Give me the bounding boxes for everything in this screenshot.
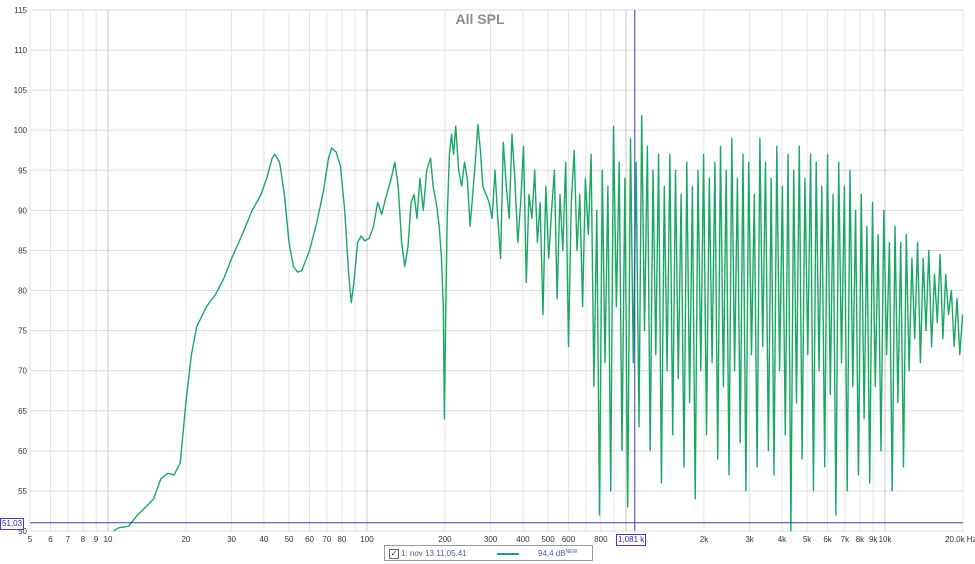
cursor-spl-readout: 51,03 bbox=[0, 518, 25, 530]
x-tick-label: 50 bbox=[285, 535, 294, 544]
y-tick-label: 115 bbox=[14, 6, 27, 15]
x-tick-label: 300 bbox=[484, 535, 498, 544]
legend-value-text: 94,4 dB bbox=[538, 549, 566, 558]
series-line bbox=[113, 115, 964, 532]
cursor-frequency-readout: 1,081 k bbox=[616, 534, 647, 546]
legend: ✓ 1: nov 13 11.05.41 94,4 dBNEW bbox=[384, 545, 593, 561]
x-tick-label: 6k bbox=[823, 535, 832, 544]
y-tick-label: 75 bbox=[18, 327, 27, 336]
legend-checkbox[interactable]: ✓ bbox=[389, 549, 399, 559]
y-axis-ticks: 50 55 60 65 70 75 80 85 90 95 100 105 110 115 bbox=[14, 6, 28, 536]
y-tick-label: 95 bbox=[18, 166, 27, 175]
x-tick-label: 20,0k Hz bbox=[945, 535, 975, 544]
legend-tag: NEW bbox=[565, 549, 578, 555]
x-tick-label: 8 bbox=[81, 535, 86, 544]
legend-line-swatch bbox=[497, 553, 519, 555]
x-tick-label: 3k bbox=[745, 535, 754, 544]
x-tick-label: 200 bbox=[438, 535, 452, 544]
x-tick-label: 9 bbox=[94, 535, 99, 544]
y-tick-label: 110 bbox=[14, 46, 27, 55]
grid-lines bbox=[29, 9, 964, 532]
y-tick-label: 105 bbox=[14, 86, 28, 95]
y-tick-label: 60 bbox=[18, 447, 27, 456]
y-tick-label: 50 bbox=[18, 527, 27, 536]
x-tick-label: 7k bbox=[841, 535, 850, 544]
x-tick-label: 800 bbox=[594, 535, 608, 544]
x-tick-label: 4k bbox=[778, 535, 787, 544]
legend-series-name: 1: nov 13 11.05.41 bbox=[401, 549, 467, 558]
chart-title: All SPL bbox=[455, 11, 504, 27]
y-tick-label: 100 bbox=[14, 126, 28, 135]
x-tick-label: 100 bbox=[360, 535, 374, 544]
x-tick-label: 20 bbox=[181, 535, 190, 544]
x-tick-label: 9k bbox=[869, 535, 878, 544]
y-tick-label: 55 bbox=[18, 487, 27, 496]
y-tick-label: 65 bbox=[18, 407, 27, 416]
y-tick-label: 80 bbox=[18, 287, 27, 296]
legend-series-value: 94,4 dBNEW bbox=[538, 549, 577, 558]
x-tick-label: 30 bbox=[227, 535, 236, 544]
x-tick-label: 5 bbox=[28, 535, 33, 544]
x-tick-label: 70 bbox=[322, 535, 331, 544]
x-tick-label: 80 bbox=[337, 535, 346, 544]
x-axis-ticks: 5 6 7 8 9 10 20 30 40 50 60 70 80 100 200 300 400 500 600 8… bbox=[28, 535, 975, 544]
x-tick-label: 400 bbox=[516, 535, 530, 544]
x-tick-label: 6 bbox=[48, 535, 53, 544]
x-tick-label: 500 bbox=[541, 535, 555, 544]
x-tick-label: 8k bbox=[856, 535, 865, 544]
series-layer bbox=[113, 115, 964, 532]
y-tick-label: 85 bbox=[18, 246, 27, 255]
x-tick-label: 2k bbox=[700, 535, 709, 544]
x-tick-label: 7 bbox=[66, 535, 71, 544]
x-tick-label: 60 bbox=[305, 535, 314, 544]
x-tick-label: 10 bbox=[104, 535, 113, 544]
x-tick-label: 10k bbox=[879, 535, 893, 544]
x-tick-label: 40 bbox=[259, 535, 268, 544]
x-tick-label: 600 bbox=[562, 535, 576, 544]
x-tick-label: 5k bbox=[803, 535, 812, 544]
y-tick-label: 70 bbox=[18, 367, 27, 376]
y-tick-label: 90 bbox=[18, 206, 27, 215]
